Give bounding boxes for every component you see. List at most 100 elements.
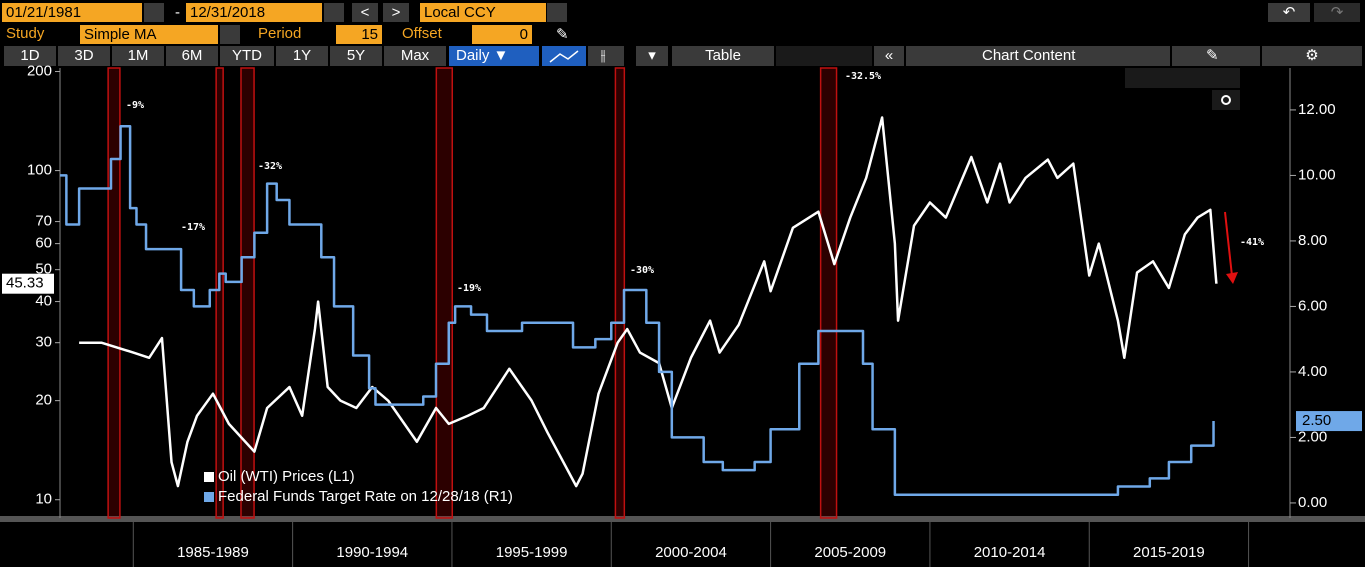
frequency-button[interactable] <box>449 46 539 66</box>
period[interactable]: 15 <box>361 26 378 43</box>
settings-button[interactable] <box>1262 46 1362 66</box>
x-period-label: 2000-2004 <box>655 544 727 561</box>
redo-icon: ↷ <box>1331 4 1344 21</box>
period-field[interactable] <box>336 25 382 44</box>
offset[interactable]: 0 <box>520 26 528 43</box>
dropdown[interactable] <box>547 3 567 22</box>
date-field[interactable] <box>186 3 322 22</box>
offset-field[interactable] <box>472 25 532 44</box>
offset-label: Offset <box>402 25 443 42</box>
next-button[interactable] <box>383 3 409 22</box>
x-period-label: 2005-2009 <box>814 544 886 561</box>
shaded-period <box>240 67 255 519</box>
range-label[interactable]: 5Y <box>347 47 365 64</box>
prev-button[interactable] <box>352 3 378 22</box>
range-label[interactable]: 1D <box>20 47 39 64</box>
y-tick-label: 10 <box>35 491 52 508</box>
bar-icon: ⫲ <box>601 47 606 64</box>
y-tick-label: 100 <box>27 162 52 179</box>
y-tick-label: 200 <box>27 62 52 79</box>
y-tick-label: 70 <box>35 213 52 230</box>
edit-icon: ✎ <box>1206 47 1219 64</box>
undo-icon: ↶ <box>1283 4 1296 21</box>
annotation: -9% <box>126 100 144 111</box>
table-button[interactable] <box>672 46 774 66</box>
legend-label: Federal Funds Target Rate on 12/28/18 (R… <box>218 488 513 505</box>
chart-tool-icon <box>1221 95 1231 105</box>
frequency[interactable]: Daily ▼ <box>456 47 508 64</box>
series-line <box>79 116 1218 488</box>
x-period-label: 1995-1999 <box>496 544 568 561</box>
shaded-period <box>819 67 838 519</box>
study-label: Study <box>6 25 45 42</box>
annotation: -32.5% <box>845 71 881 82</box>
last-value-badge <box>1296 411 1362 432</box>
edit-button[interactable] <box>1172 46 1260 66</box>
start-date[interactable]: 01/21/1981 <box>6 4 81 21</box>
range-button[interactable] <box>58 46 110 66</box>
end-date[interactable]: 12/31/2018 <box>190 4 265 21</box>
legend-swatch <box>204 492 214 502</box>
dropdown[interactable] <box>220 25 240 44</box>
range-button[interactable] <box>330 46 382 66</box>
last-value: 2.50 <box>1302 412 1331 429</box>
undo-button[interactable] <box>1268 3 1310 22</box>
chart-content[interactable]: Chart Content <box>982 47 1076 64</box>
collapse-button[interactable] <box>874 46 904 66</box>
range-button[interactable] <box>220 46 274 66</box>
currency-field[interactable] <box>420 3 546 22</box>
shaded-period <box>107 67 121 519</box>
last-value-badge <box>2 273 54 294</box>
range-label[interactable]: 1Y <box>293 47 311 64</box>
annotation: -17% <box>181 222 205 233</box>
range-label[interactable]: 1M <box>128 47 149 64</box>
arrow <box>1224 211 1233 277</box>
y2-tick-label: 12.00 <box>1298 101 1336 118</box>
range-button[interactable] <box>276 46 328 66</box>
range-label[interactable]: YTD <box>232 47 262 64</box>
legend-swatch <box>204 472 214 482</box>
shaded-period <box>435 67 454 519</box>
range-button[interactable] <box>384 46 446 66</box>
y2-tick-label: 6.00 <box>1298 297 1327 314</box>
dropdown[interactable] <box>636 46 668 66</box>
date-field[interactable] <box>2 3 142 22</box>
next-icon: > <box>392 4 401 21</box>
y2-tick-label: 2.00 <box>1298 428 1327 445</box>
arrow-head <box>1226 272 1238 284</box>
bar-icon-button[interactable] <box>588 46 624 66</box>
range-label[interactable]: 6M <box>182 47 203 64</box>
study-field[interactable] <box>80 25 218 44</box>
y-tick-label: 20 <box>35 392 52 409</box>
x-period-label: 1985-1989 <box>177 544 249 561</box>
legend-label: Oil (WTI) Prices (L1) <box>218 468 355 485</box>
chart-tool[interactable] <box>1212 90 1240 110</box>
range-button[interactable] <box>166 46 218 66</box>
period-label: Period <box>258 25 301 42</box>
collapse-icon: « <box>885 47 893 64</box>
study[interactable]: Simple MA <box>84 26 157 43</box>
line-icon <box>549 50 579 63</box>
currency[interactable]: Local CCY <box>424 4 496 21</box>
calendar-button[interactable] <box>144 3 164 22</box>
y-tick-label: 50 <box>35 261 52 278</box>
x-period-label: 2015-2019 <box>1133 544 1205 561</box>
x-period-label: 1990-1994 <box>336 544 408 561</box>
calendar-button[interactable] <box>324 3 344 22</box>
redo-button[interactable] <box>1314 3 1360 22</box>
range-label[interactable]: Max <box>401 47 430 64</box>
range-button[interactable] <box>112 46 164 66</box>
annotation: -41% <box>1240 237 1264 248</box>
range-label[interactable]: 3D <box>74 47 93 64</box>
pen-icon[interactable]: ✎ <box>556 26 569 43</box>
chart-content-button[interactable] <box>906 46 1170 66</box>
last-value: 45.33 <box>6 275 44 292</box>
settings-icon: ⚙ <box>1305 47 1318 64</box>
range-button[interactable] <box>4 46 56 66</box>
range-buttons: 1D 3D 1M 6M YTD 1Y 5Y Max <box>4 46 446 66</box>
chart-tools[interactable] <box>1125 68 1240 88</box>
y2-tick-label: 10.00 <box>1298 166 1336 183</box>
date-dash: - <box>175 4 180 21</box>
table[interactable]: Table <box>705 47 741 64</box>
